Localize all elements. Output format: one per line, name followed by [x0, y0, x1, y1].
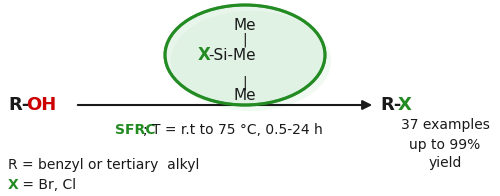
- Ellipse shape: [171, 11, 331, 111]
- Text: |: |: [242, 32, 248, 46]
- Text: |: |: [242, 75, 248, 90]
- Text: R-: R-: [380, 96, 401, 114]
- Text: = Br, Cl: = Br, Cl: [18, 178, 76, 192]
- Text: R = benzyl or tertiary  alkyl: R = benzyl or tertiary alkyl: [8, 158, 200, 172]
- Text: X: X: [398, 96, 412, 114]
- Text: -Si-Me: -Si-Me: [208, 47, 256, 63]
- Text: Me: Me: [234, 18, 256, 33]
- Text: R-: R-: [8, 96, 29, 114]
- Text: X: X: [8, 178, 19, 192]
- Text: up to 99%: up to 99%: [410, 138, 480, 152]
- Text: SFRC: SFRC: [115, 123, 156, 137]
- Text: 37 examples: 37 examples: [400, 118, 490, 132]
- Text: OH: OH: [26, 96, 56, 114]
- Ellipse shape: [165, 5, 325, 105]
- Text: X: X: [198, 46, 211, 64]
- Text: yield: yield: [428, 156, 462, 170]
- Text: ; T = r.t to 75 °C, 0.5-24 h: ; T = r.t to 75 °C, 0.5-24 h: [143, 123, 323, 137]
- Text: Me: Me: [234, 88, 256, 103]
